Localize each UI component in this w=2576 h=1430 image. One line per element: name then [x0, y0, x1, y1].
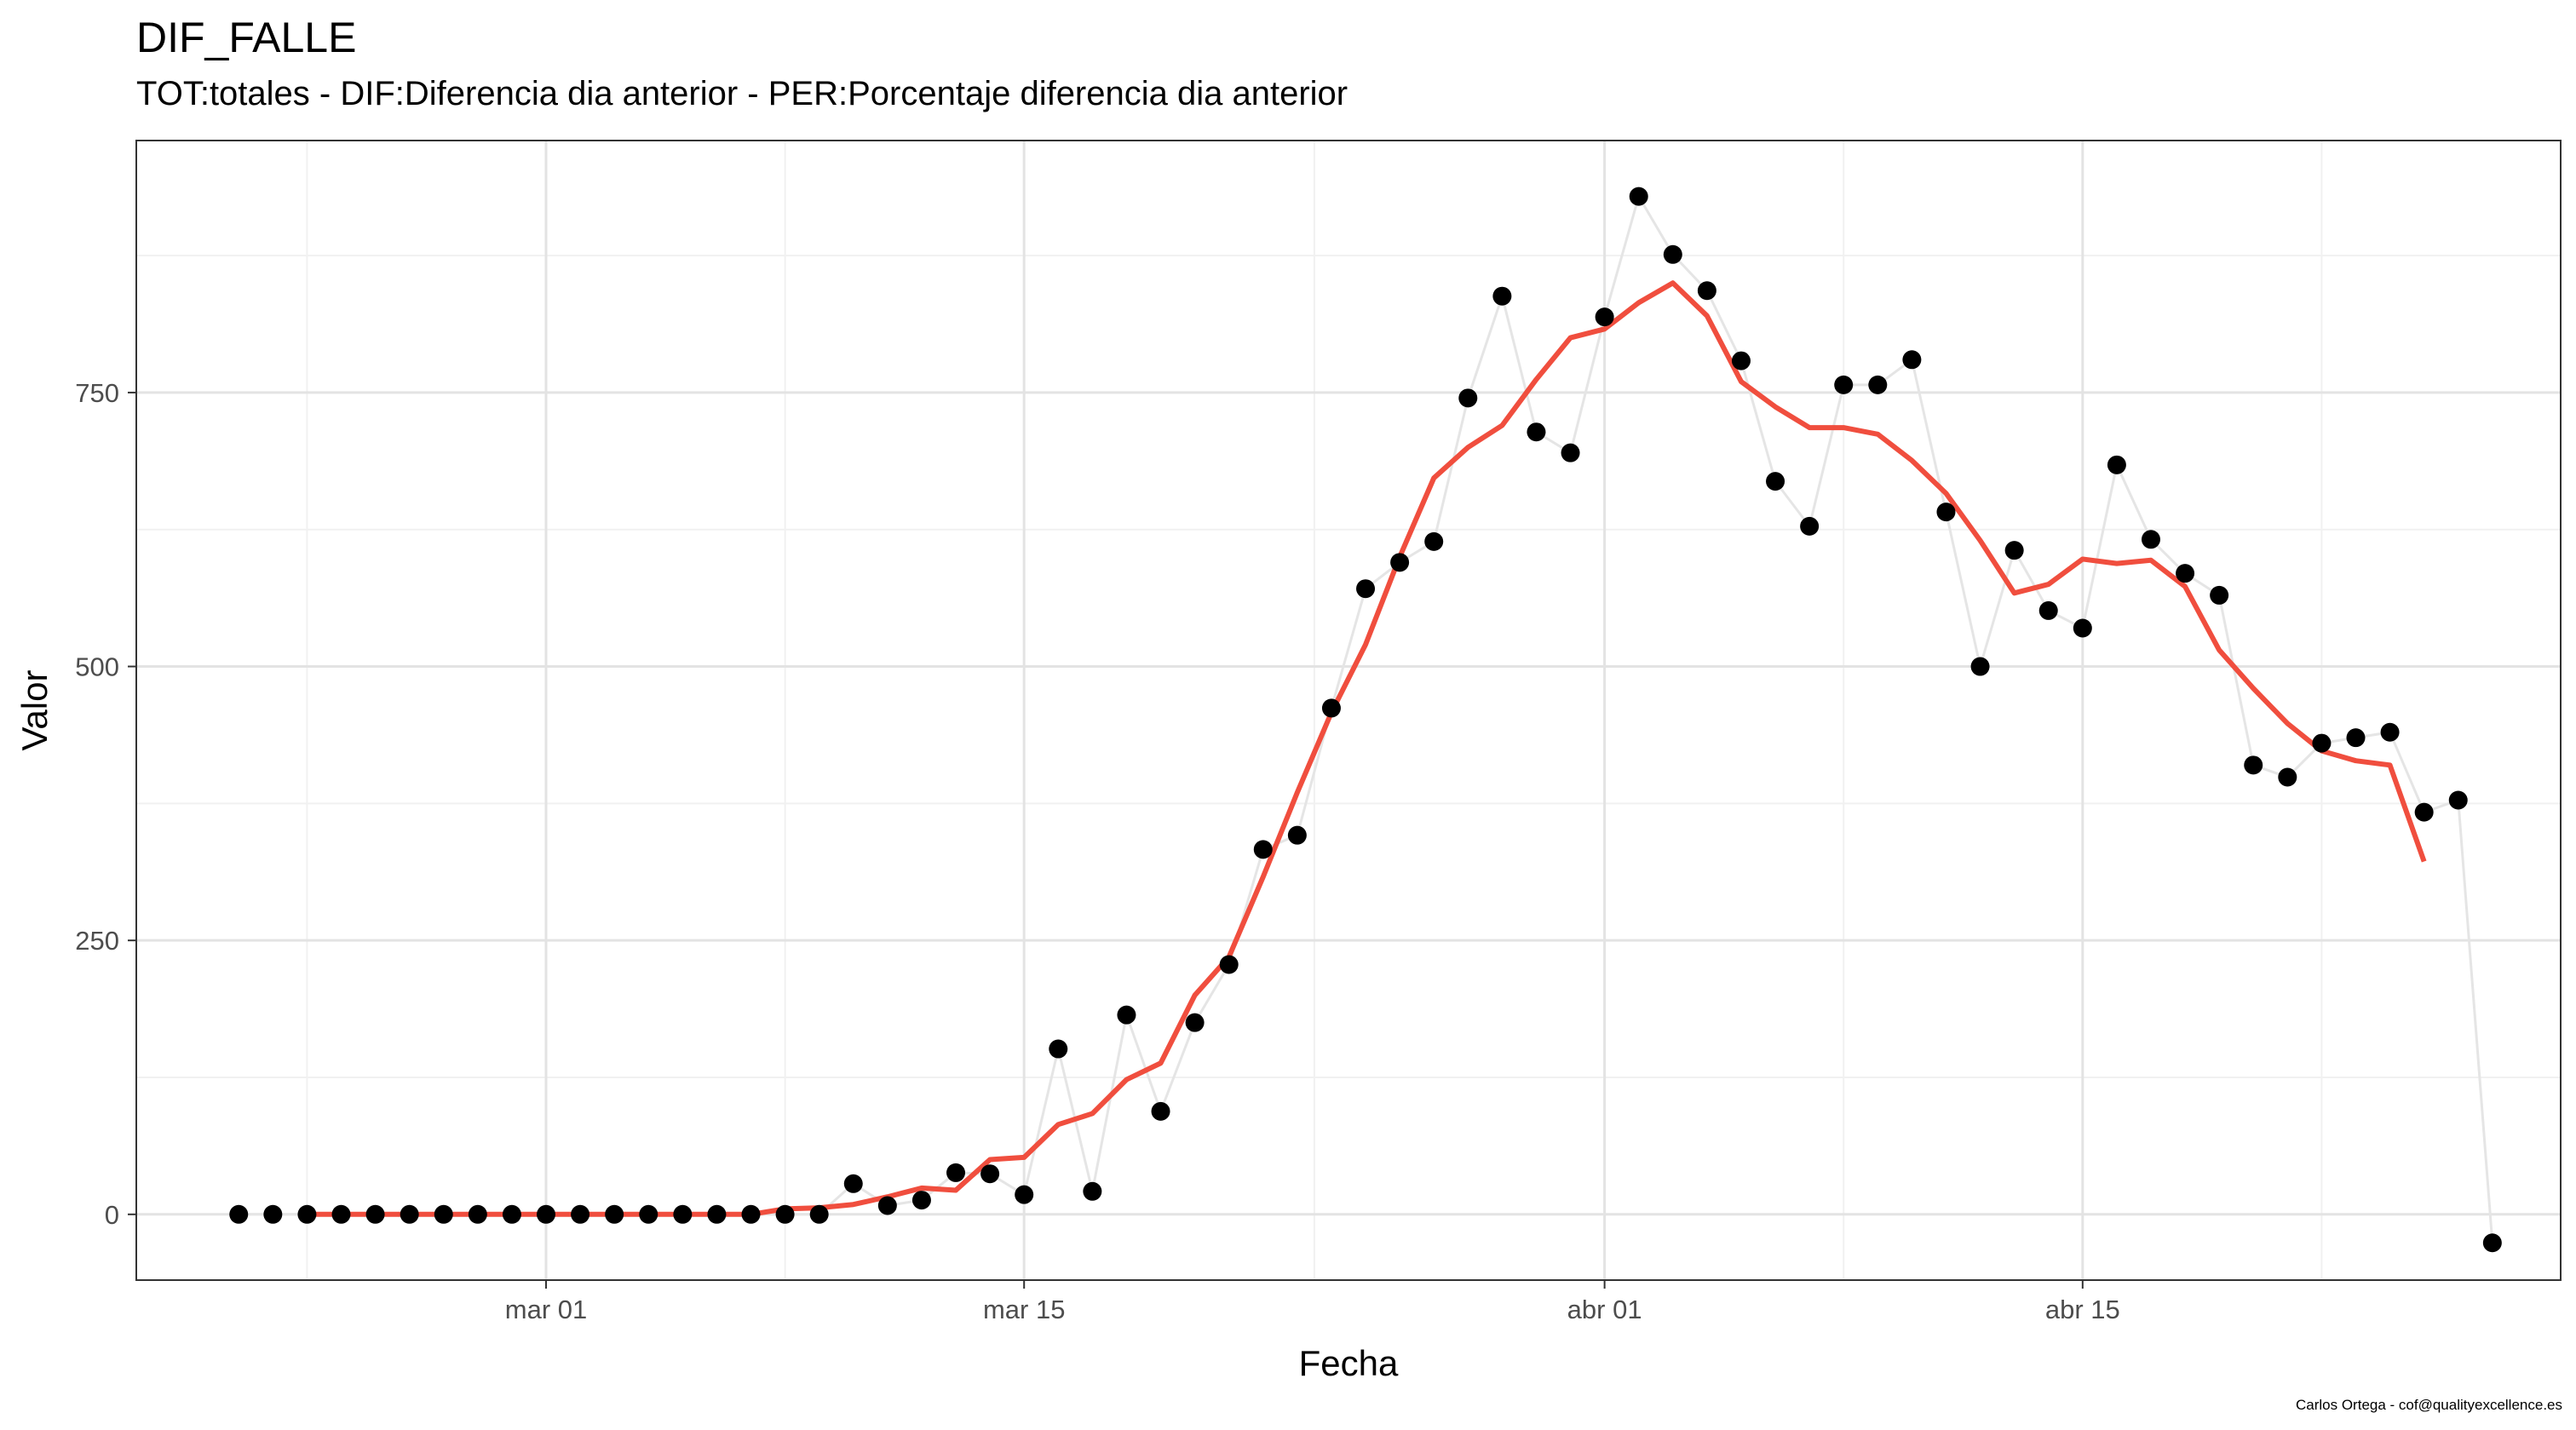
- data-point: [2346, 728, 2366, 748]
- data-point: [1253, 840, 1273, 859]
- data-point: [1117, 1005, 1136, 1025]
- data-point: [2210, 585, 2229, 605]
- smooth-series-path: [307, 280, 2427, 1217]
- y-tick-label: 750: [75, 378, 119, 408]
- data-point: [434, 1204, 453, 1224]
- data-point: [1902, 350, 1922, 370]
- data-point: [1015, 1185, 1034, 1204]
- data-point: [673, 1204, 693, 1224]
- data-point: [1321, 698, 1341, 718]
- data-point: [365, 1204, 385, 1224]
- data-point: [2312, 733, 2332, 753]
- data-point: [2278, 767, 2297, 787]
- data-point: [2482, 1233, 2502, 1253]
- x-tick-label: mar 01: [505, 1295, 587, 1324]
- x-tick-label: abr 15: [2045, 1295, 2120, 1324]
- panel-border: [135, 140, 2562, 1281]
- chart-subtitle: TOT:totales - DIF:Diferencia dia anterio…: [136, 75, 1348, 112]
- data-point: [1287, 825, 1307, 845]
- data-point: [1766, 472, 1785, 491]
- data-point: [775, 1204, 795, 1224]
- data-point: [1390, 553, 1410, 572]
- data-point: [2004, 541, 2024, 560]
- chart-title: DIF_FALLE: [136, 14, 357, 61]
- data-point: [980, 1164, 1000, 1184]
- data-point: [2414, 802, 2434, 822]
- data-point: [1970, 657, 1990, 676]
- x-axis: mar 01 mar 15 abr 01 abr 15: [505, 1280, 2120, 1324]
- data-point: [2380, 722, 2400, 742]
- data-point: [911, 1191, 931, 1210]
- data-point: [707, 1204, 727, 1224]
- data-point: [1697, 281, 1716, 301]
- smooth-series-line: [307, 280, 2427, 1217]
- data-point: [2038, 600, 2058, 620]
- data-point: [1356, 579, 1376, 599]
- x-tick-label: mar 15: [983, 1295, 1065, 1324]
- data-point: [400, 1204, 419, 1224]
- y-tick-label: 0: [105, 1200, 119, 1230]
- data-point: [263, 1204, 283, 1224]
- data-point: [1151, 1101, 1170, 1121]
- data-point: [1049, 1039, 1068, 1059]
- data-point: [877, 1196, 897, 1215]
- x-axis-title: Fecha: [1299, 1343, 1399, 1383]
- data-point: [1629, 187, 1648, 206]
- data-point: [1219, 955, 1239, 974]
- data-point: [741, 1204, 761, 1224]
- data-point: [1185, 1013, 1205, 1032]
- data-point: [229, 1204, 249, 1224]
- data-point: [1800, 516, 1820, 536]
- data-point: [1868, 375, 1888, 394]
- plot-panel: [136, 141, 2561, 1280]
- x-tick-label: abr 01: [1567, 1295, 1642, 1324]
- y-axis: 0 250 500 750: [75, 378, 136, 1230]
- data-point: [1083, 1181, 1102, 1201]
- y-tick-label: 250: [75, 926, 119, 956]
- data-point: [1527, 422, 1546, 442]
- data-point: [843, 1174, 863, 1193]
- data-points: [229, 187, 2502, 1253]
- y-axis-title: Valor: [14, 670, 55, 751]
- data-point: [502, 1204, 521, 1224]
- data-point: [639, 1204, 658, 1224]
- data-point: [1731, 351, 1751, 370]
- data-point: [571, 1204, 590, 1224]
- data-point: [331, 1204, 351, 1224]
- data-point: [1458, 388, 1478, 408]
- data-point: [1492, 286, 1512, 306]
- data-point: [1936, 503, 1956, 522]
- data-point: [2141, 530, 2160, 549]
- data-point: [1561, 443, 1580, 462]
- data-point: [605, 1204, 624, 1224]
- data-point: [1834, 375, 1854, 394]
- data-point: [809, 1204, 829, 1224]
- data-point: [297, 1204, 317, 1224]
- data-point: [1663, 244, 1682, 264]
- data-point: [1424, 531, 1444, 551]
- y-tick-label: 500: [75, 652, 119, 682]
- grid: [136, 141, 2561, 1280]
- data-point: [946, 1163, 966, 1182]
- data-point: [468, 1204, 487, 1224]
- data-point: [537, 1204, 556, 1224]
- data-point: [2448, 790, 2468, 810]
- data-point: [2176, 564, 2195, 583]
- data-point: [2073, 618, 2092, 638]
- caption: Carlos Ortega - cof@qualityexcellence.es: [2295, 1397, 2562, 1413]
- data-point: [2244, 755, 2263, 775]
- data-point: [2107, 455, 2126, 474]
- data-point: [1595, 307, 1614, 327]
